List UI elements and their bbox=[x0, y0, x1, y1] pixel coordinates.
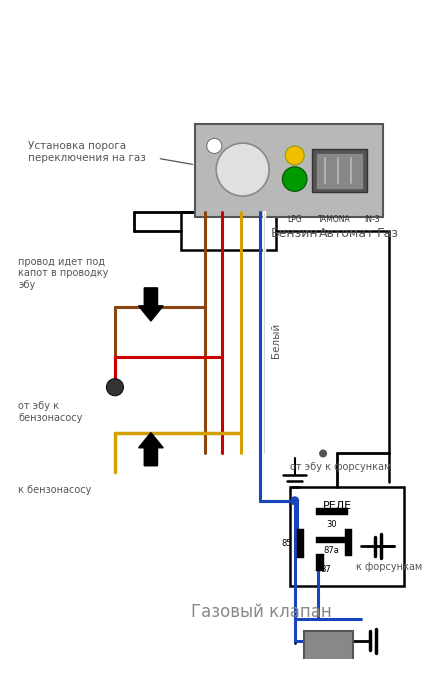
Bar bbox=[317, 554, 324, 571]
Text: от эбу к форсункам: от эбу к форсункам bbox=[290, 462, 391, 473]
Bar bbox=[290, 487, 404, 586]
Text: LPG: LPG bbox=[288, 215, 302, 224]
Bar bbox=[312, 673, 346, 677]
Bar bbox=[312, 149, 367, 192]
Circle shape bbox=[320, 450, 326, 457]
FancyArrow shape bbox=[139, 288, 163, 321]
Text: Бензин: Бензин bbox=[271, 227, 319, 240]
Circle shape bbox=[107, 378, 123, 396]
Bar bbox=[316, 152, 363, 188]
Bar bbox=[304, 632, 353, 673]
FancyArrow shape bbox=[139, 433, 163, 466]
Text: к бензонасосу: к бензонасосу bbox=[19, 485, 92, 495]
Text: 87: 87 bbox=[320, 565, 331, 574]
Text: Газ: Газ bbox=[376, 227, 398, 240]
Text: 85: 85 bbox=[281, 539, 292, 548]
Bar bbox=[317, 537, 348, 544]
Text: Белый: Белый bbox=[271, 322, 281, 357]
Text: IN-3: IN-3 bbox=[365, 215, 380, 224]
Circle shape bbox=[291, 497, 298, 504]
Text: Автомат: Автомат bbox=[319, 227, 375, 240]
Bar bbox=[317, 508, 348, 515]
Circle shape bbox=[216, 143, 269, 196]
Text: 30: 30 bbox=[326, 520, 337, 529]
Bar bbox=[181, 212, 276, 250]
Circle shape bbox=[285, 146, 304, 165]
Text: от эбу к
бензонасосу: от эбу к бензонасосу bbox=[19, 401, 83, 423]
Circle shape bbox=[207, 138, 222, 154]
Bar bbox=[195, 124, 383, 217]
Text: провод идет под
капот в проводку
эбу: провод идет под капот в проводку эбу bbox=[19, 257, 109, 290]
Bar bbox=[297, 529, 304, 558]
Text: TAMONA: TAMONA bbox=[318, 215, 351, 224]
Circle shape bbox=[282, 167, 307, 192]
Bar bbox=[345, 529, 352, 556]
Text: Газовый клапан: Газовый клапан bbox=[191, 603, 331, 621]
Text: Установка порога
переключения на газ: Установка порога переключения на газ bbox=[28, 141, 146, 162]
Text: к форсункам: к форсункам bbox=[356, 563, 423, 572]
Text: РЕЛЕ: РЕЛЕ bbox=[323, 501, 352, 510]
Text: 87а: 87а bbox=[324, 546, 339, 555]
